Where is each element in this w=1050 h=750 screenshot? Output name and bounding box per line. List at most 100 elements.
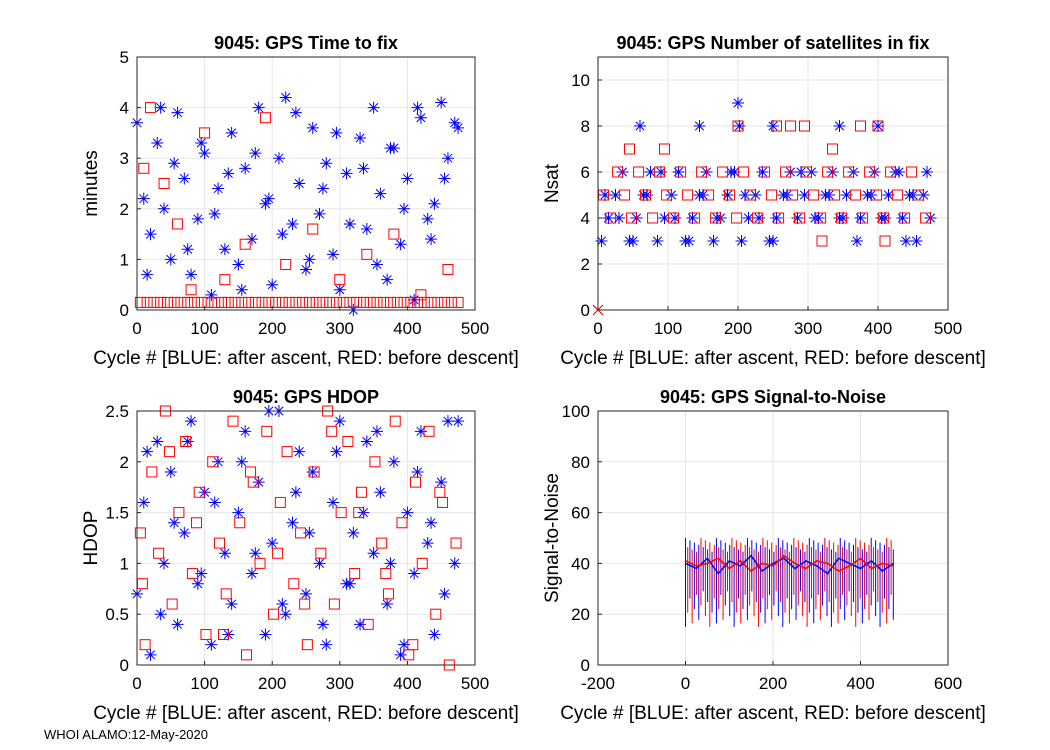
data-point-star [178, 172, 191, 185]
data-point-square [738, 166, 750, 178]
data-point-star [683, 235, 695, 247]
data-point-square [732, 120, 744, 132]
data-point-square [193, 486, 205, 498]
data-point-star [208, 496, 221, 509]
data-point-star [421, 537, 434, 550]
data-point-square [822, 166, 834, 178]
data-point-square [280, 258, 292, 270]
data-point-square [452, 296, 464, 308]
data-point-square [801, 166, 813, 178]
footer-caption: WHOI ALAMO:12-May-2020 [44, 727, 208, 742]
data-point-square [256, 296, 268, 308]
x-axis-label: Cycle # [BLUE: after ascent, RED: before… [560, 703, 986, 724]
axes-box [136, 56, 476, 311]
data-point-star [144, 648, 157, 661]
data-point-square [787, 189, 799, 201]
data-point-star [343, 577, 356, 590]
y-axis-label: Nsat [542, 163, 563, 203]
data-point-star [306, 465, 319, 478]
x-tick-label: 300 [326, 674, 354, 693]
data-point-square [288, 578, 300, 590]
data-point-star [141, 445, 154, 458]
data-point-star [195, 137, 208, 150]
data-point-star [655, 166, 667, 178]
axes-box [136, 410, 476, 666]
data-point-star [195, 567, 208, 580]
data-point-square [236, 296, 248, 308]
data-point-star [651, 235, 664, 247]
data-point-square [389, 415, 401, 427]
data-point-star [137, 192, 150, 205]
axes-box [597, 56, 949, 311]
data-point-star [181, 243, 194, 256]
data-point-square [315, 547, 327, 559]
data-point-square [633, 166, 645, 178]
data-point-star [921, 166, 933, 178]
data-point-square [425, 296, 437, 308]
data-point-star [181, 435, 194, 448]
data-point-star [164, 465, 177, 478]
y-tick-label: 2 [581, 255, 590, 274]
data-point-star [882, 189, 895, 201]
data-point-star [357, 162, 370, 175]
x-tick-label: -200 [581, 674, 615, 693]
y-tick-label: 2 [120, 453, 129, 472]
data-point-star [441, 415, 454, 428]
y-tick-label: 20 [571, 605, 590, 624]
data-point-star [289, 106, 302, 119]
data-point-square [418, 296, 430, 308]
data-point-star [435, 476, 448, 489]
data-point-star [851, 235, 863, 247]
data-point-square [855, 120, 866, 132]
data-point-square [202, 296, 214, 308]
y-tick-label: 80 [571, 453, 590, 472]
data-point-star [735, 235, 748, 247]
data-point-square [920, 212, 932, 224]
data-point-star [879, 212, 891, 224]
data-point-square [878, 212, 890, 224]
panel-number-of-satellites: 0 100 200 300 400 500 0 2 4 6 8 10 9045: GPS Number … [542, 33, 986, 369]
data-point-square [423, 425, 435, 437]
data-point-star [212, 182, 225, 195]
data-point-square [299, 598, 311, 610]
data-point-square [815, 212, 827, 224]
data-point-star [218, 243, 231, 256]
data-point-star [837, 212, 849, 224]
data-point-square [892, 189, 904, 201]
panel-title: 9045: GPS HDOP [233, 387, 379, 407]
data-point-square [745, 189, 757, 201]
data-point-square [261, 425, 273, 437]
data-point-star [171, 618, 184, 631]
data-point-square [207, 456, 219, 468]
data-point-star [452, 415, 465, 428]
y-tick-label: 60 [571, 504, 590, 523]
x-tick-label: 400 [846, 674, 874, 693]
y-tick-label: 1 [120, 250, 129, 269]
data-point-star [205, 288, 218, 301]
y-tick-label: 0 [120, 301, 129, 320]
data-point-square [175, 296, 187, 308]
data-series-group [131, 91, 465, 316]
y-tick-label: 5 [120, 48, 129, 67]
x-tick-label: 0 [132, 674, 141, 693]
data-point-square [445, 296, 457, 308]
data-point-star [316, 182, 329, 195]
data-point-square [816, 235, 828, 247]
data-point-square [398, 296, 410, 308]
data-point-star [245, 567, 258, 580]
data-point-star [316, 618, 329, 631]
data-point-star [865, 189, 877, 201]
data-point-square [388, 228, 400, 240]
data-point-star [303, 253, 316, 266]
x-tick-label: 0 [593, 319, 602, 338]
data-point-star [154, 608, 167, 621]
data-point-square [290, 296, 302, 308]
data-point-star [384, 557, 397, 570]
panel-hdop: 0 100 200 300 400 500 0 0.5 1 1.5 2 2.5 9045: GPS HD… [81, 387, 519, 724]
snr-line-before-descent [685, 554, 894, 572]
data-point-square [220, 588, 232, 600]
panel-title: 9045: GPS Signal-to-Noise [660, 387, 886, 407]
data-point-star [164, 253, 177, 266]
x-tick-label: 200 [724, 319, 752, 338]
data-point-square [200, 629, 212, 641]
